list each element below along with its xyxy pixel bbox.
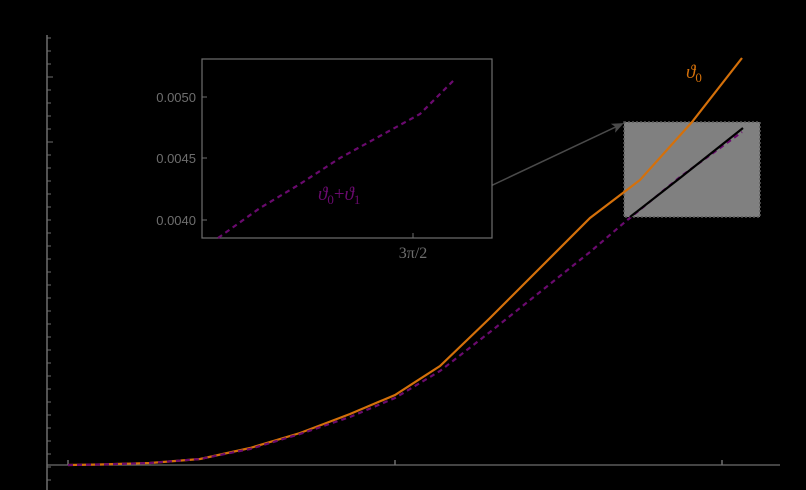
inset-y-label-0050: 0.0050 [156, 90, 196, 105]
theta0-plus-theta1-label: ϑ0+ϑ1 [318, 184, 360, 207]
theta0-plus-theta1-curve [67, 131, 743, 467]
inset-plot: 0.0050 0.0045 0.0040 3π/2 ϑ0+ϑ1 [156, 58, 493, 262]
inset-frame [201, 58, 493, 239]
exact-curve [629, 127, 744, 218]
inset-x-label-3pi2: 3π/2 [399, 245, 428, 262]
main-axes [46, 35, 780, 490]
theta0-label: ϑ0 [686, 62, 702, 85]
theta0-curve [67, 57, 743, 467]
inset-y-label-0045: 0.0045 [156, 151, 196, 166]
y-axis-ticks [47, 37, 53, 481]
inset-theta0-plus-theta1-curve [217, 79, 455, 239]
inset-y-label-0040: 0.0040 [156, 213, 196, 228]
